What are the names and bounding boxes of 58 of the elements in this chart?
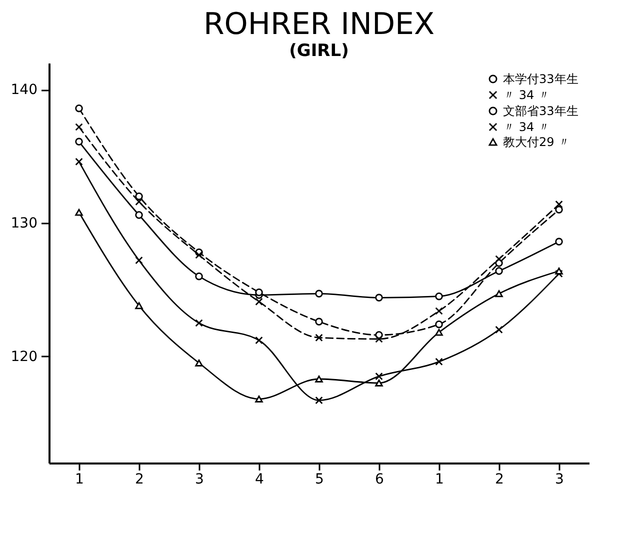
point <box>435 320 443 328</box>
x-tick-label: 2 <box>135 472 144 488</box>
point <box>75 138 83 146</box>
point <box>495 290 503 298</box>
x-tick-label: 5 <box>315 472 324 488</box>
point <box>375 372 383 380</box>
point <box>135 192 143 200</box>
y-tick-label: 130 <box>10 216 38 232</box>
point <box>255 396 263 402</box>
point <box>555 200 563 208</box>
x-tick-label: 1 <box>75 472 84 488</box>
point <box>435 292 443 300</box>
point <box>375 294 383 302</box>
point <box>555 268 563 274</box>
point <box>75 158 83 166</box>
point <box>75 208 83 216</box>
chart-title: ROHRER INDEX <box>203 7 435 42</box>
point <box>495 326 503 334</box>
y-tick-label: 120 <box>10 348 38 365</box>
chart-subtitle: (GIRL) <box>289 41 349 61</box>
legend-label: 文部省33年生 <box>503 104 578 118</box>
legend-label: 〃 34 〃 <box>503 88 550 102</box>
point <box>315 290 323 298</box>
point <box>435 358 443 366</box>
point <box>315 334 323 342</box>
point <box>315 376 323 382</box>
point <box>135 256 143 264</box>
legend-label: 教大付29 〃 <box>503 135 570 149</box>
point <box>135 302 143 310</box>
x-tick-label: 1 <box>435 472 444 488</box>
point <box>135 198 143 206</box>
x-tick-label: 3 <box>195 472 204 488</box>
point <box>255 336 263 344</box>
point <box>195 360 203 366</box>
x-tick-label: 3 <box>555 472 564 488</box>
point <box>315 396 323 404</box>
y-tick-label: 140 <box>10 82 38 98</box>
point <box>495 267 503 275</box>
point <box>195 319 203 327</box>
point <box>195 251 203 259</box>
x-tick-label: 2 <box>495 472 504 488</box>
point <box>75 104 83 112</box>
x-tick-label: 4 <box>255 472 264 488</box>
point <box>375 335 383 343</box>
legend-label: 本学付33年生 <box>503 72 578 86</box>
point <box>375 380 383 386</box>
point <box>435 328 443 336</box>
point <box>255 288 263 296</box>
point <box>555 238 563 246</box>
point <box>315 318 323 326</box>
legend-label: 〃 34 〃 <box>503 120 550 134</box>
point <box>255 298 263 306</box>
point <box>435 307 443 315</box>
point <box>195 272 203 280</box>
point <box>555 206 563 214</box>
x-tick-label: 6 <box>375 472 384 488</box>
point <box>75 123 83 131</box>
point <box>135 211 143 219</box>
